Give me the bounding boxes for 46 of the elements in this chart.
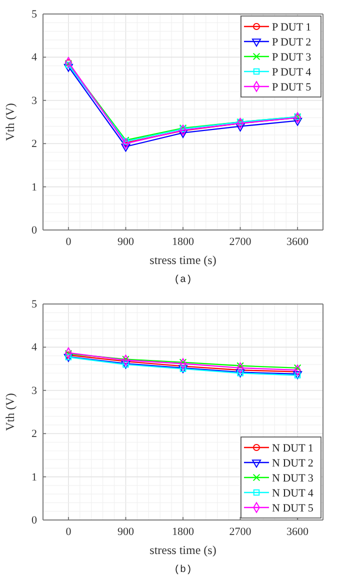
text: (b) bbox=[174, 564, 192, 576]
y-tick-label: 5 bbox=[32, 298, 38, 311]
y-tick-label: 1 bbox=[32, 471, 37, 484]
y-tick-label: 0 bbox=[32, 514, 38, 527]
x-tick-label: 900 bbox=[117, 236, 134, 248]
x-tick-label: 1800 bbox=[172, 236, 194, 248]
y-axis-title: Vth (V) bbox=[3, 393, 17, 431]
x-axis-title: stress time (s) bbox=[150, 253, 216, 267]
legend-label: P DUT 4 bbox=[272, 66, 312, 78]
y-tick-label: 1 bbox=[32, 181, 37, 194]
y-tick-label: 4 bbox=[32, 342, 38, 354]
y-tick-label: 0 bbox=[32, 224, 38, 237]
y-tick-label: 3 bbox=[32, 384, 38, 397]
point bbox=[178, 130, 188, 138]
legend-label: N DUT 1 bbox=[272, 442, 314, 454]
x-tick-label: 3600 bbox=[286, 236, 310, 248]
point bbox=[121, 144, 130, 152]
y-tick-label: 2 bbox=[32, 428, 37, 440]
x-tick-label: 0 bbox=[66, 526, 72, 538]
legend-label: P DUT 1 bbox=[272, 22, 312, 34]
y-axis-title: Vth (V) bbox=[3, 103, 17, 141]
x-tick-label: 0 bbox=[66, 236, 72, 248]
text: (a) bbox=[174, 274, 192, 286]
y-tick-label: 5 bbox=[32, 8, 38, 21]
x-tick-label: 3600 bbox=[286, 526, 310, 538]
point bbox=[293, 118, 302, 126]
legend-label: P DUT 2 bbox=[272, 36, 312, 48]
x-tick-label: 900 bbox=[117, 526, 134, 538]
point bbox=[236, 124, 245, 132]
x-axis-title: stress time (s) bbox=[150, 543, 216, 557]
legend-label: P DUT 3 bbox=[272, 52, 312, 64]
legend-label: N DUT 2 bbox=[272, 458, 314, 470]
point bbox=[294, 364, 302, 372]
y-tick-label: 4 bbox=[32, 52, 38, 64]
point bbox=[179, 358, 187, 366]
legend-label: N DUT 3 bbox=[272, 472, 314, 484]
x-tick-label: 2700 bbox=[229, 526, 252, 538]
legend-label: N DUT 5 bbox=[272, 502, 314, 514]
legend-label: N DUT 4 bbox=[272, 488, 314, 500]
x-tick-label: 1800 bbox=[172, 526, 194, 538]
y-tick-label: 2 bbox=[32, 138, 37, 150]
y-tick-label: 3 bbox=[32, 94, 38, 107]
point bbox=[64, 64, 73, 72]
legend-label: P DUT 5 bbox=[272, 82, 312, 94]
x-tick-label: 2700 bbox=[229, 236, 252, 248]
point bbox=[236, 362, 244, 370]
